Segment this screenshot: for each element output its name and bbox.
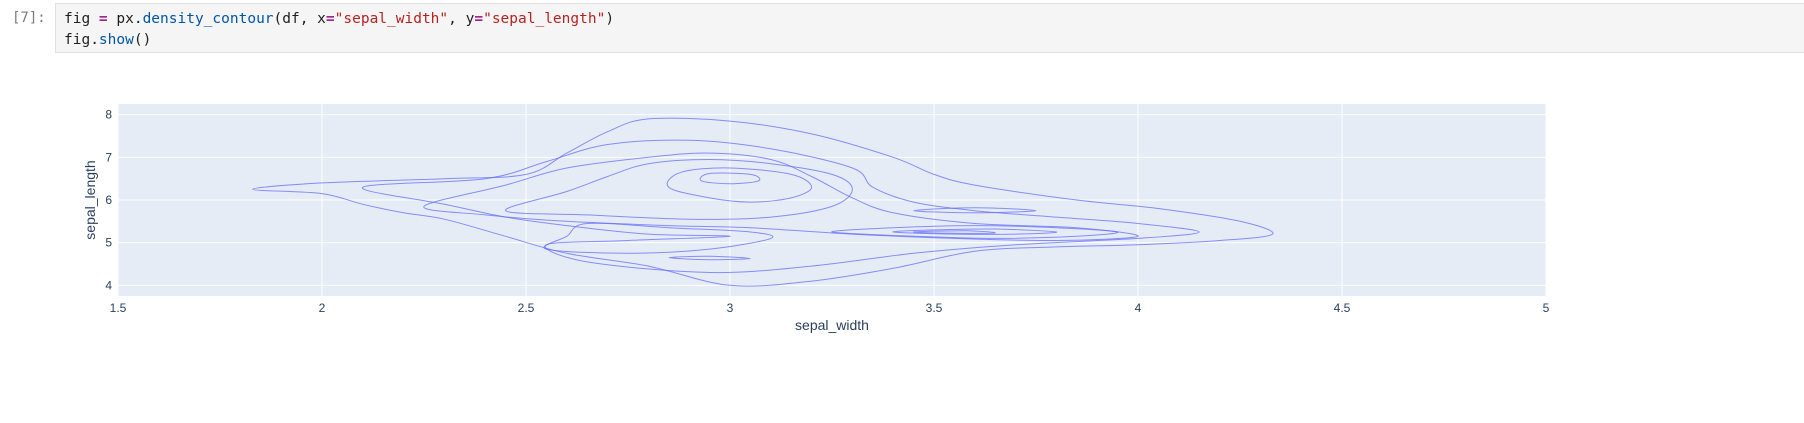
code-token: () — [133, 32, 152, 48]
x-tick-label: 5 — [1543, 301, 1550, 315]
code-line: fig = px.density_contour(df, x="sepal_wi… — [64, 9, 614, 30]
code-token: "sepal_width" — [334, 11, 449, 27]
contour-line — [423, 152, 1139, 242]
code-token: , y — [448, 11, 475, 27]
x-tick-label: 3.5 — [926, 301, 943, 315]
code-text[interactable]: fig = px.density_contour(df, x="sepal_wi… — [64, 9, 614, 51]
contour-line — [666, 167, 813, 203]
code-line: fig.show() — [64, 30, 614, 51]
contour-line — [913, 207, 1037, 214]
x-tick-label: 4.5 — [1334, 301, 1351, 315]
y-tick-label: 4 — [105, 278, 112, 292]
contour-line — [505, 158, 853, 220]
code-token: = — [325, 11, 335, 27]
execution-count-prompt: [7]: — [12, 10, 46, 26]
x-axis-title: sepal_width — [795, 317, 869, 333]
x-tick-label: 1.5 — [110, 301, 127, 315]
y-tick-label: 5 — [105, 236, 112, 250]
x-tick-label: 2 — [319, 301, 326, 315]
code-token: ) — [605, 11, 615, 27]
y-tick-label: 7 — [105, 150, 112, 164]
y-tick-label: 6 — [105, 193, 112, 207]
contour-line — [252, 117, 1274, 287]
y-tick-label: 8 — [105, 108, 112, 122]
x-tick-label: 3 — [727, 301, 734, 315]
contour-line — [892, 228, 1057, 235]
code-token: = — [474, 11, 484, 27]
code-token: (df, x — [273, 11, 326, 27]
code-token: show — [98, 32, 134, 48]
plot-output[interactable]: 1.5 2 2.5 3 3.5 4 4.5 5 4 5 6 7 8 sepal_width sepal_le… — [0, 60, 1804, 423]
code-token: px. — [107, 11, 143, 27]
code-token: fig. — [64, 32, 99, 48]
code-cell[interactable]: [7]: fig = px.density_contour(df, x="sep… — [0, 0, 1804, 56]
contour-line — [831, 225, 1119, 239]
density-contour-chart[interactable]: 1.5 2 2.5 3 3.5 4 4.5 5 4 5 6 7 8 sepal_width sepal_le… — [0, 60, 1804, 423]
contour-line — [913, 230, 996, 234]
contour-line — [543, 222, 774, 254]
code-editor[interactable]: fig = px.density_contour(df, x="sepal_wi… — [55, 3, 1804, 53]
x-tick-label: 2.5 — [518, 301, 535, 315]
y-axis-title: sepal_length — [82, 160, 98, 239]
x-tick-label: 4 — [1135, 301, 1142, 315]
code-token: density_contour — [142, 11, 274, 27]
contour-line — [362, 139, 1200, 274]
code-token: "sepal_length" — [483, 11, 606, 27]
contour-line — [699, 172, 761, 185]
code-token: fig — [64, 11, 99, 27]
contour-line — [668, 255, 751, 261]
code-token: = — [98, 11, 108, 27]
